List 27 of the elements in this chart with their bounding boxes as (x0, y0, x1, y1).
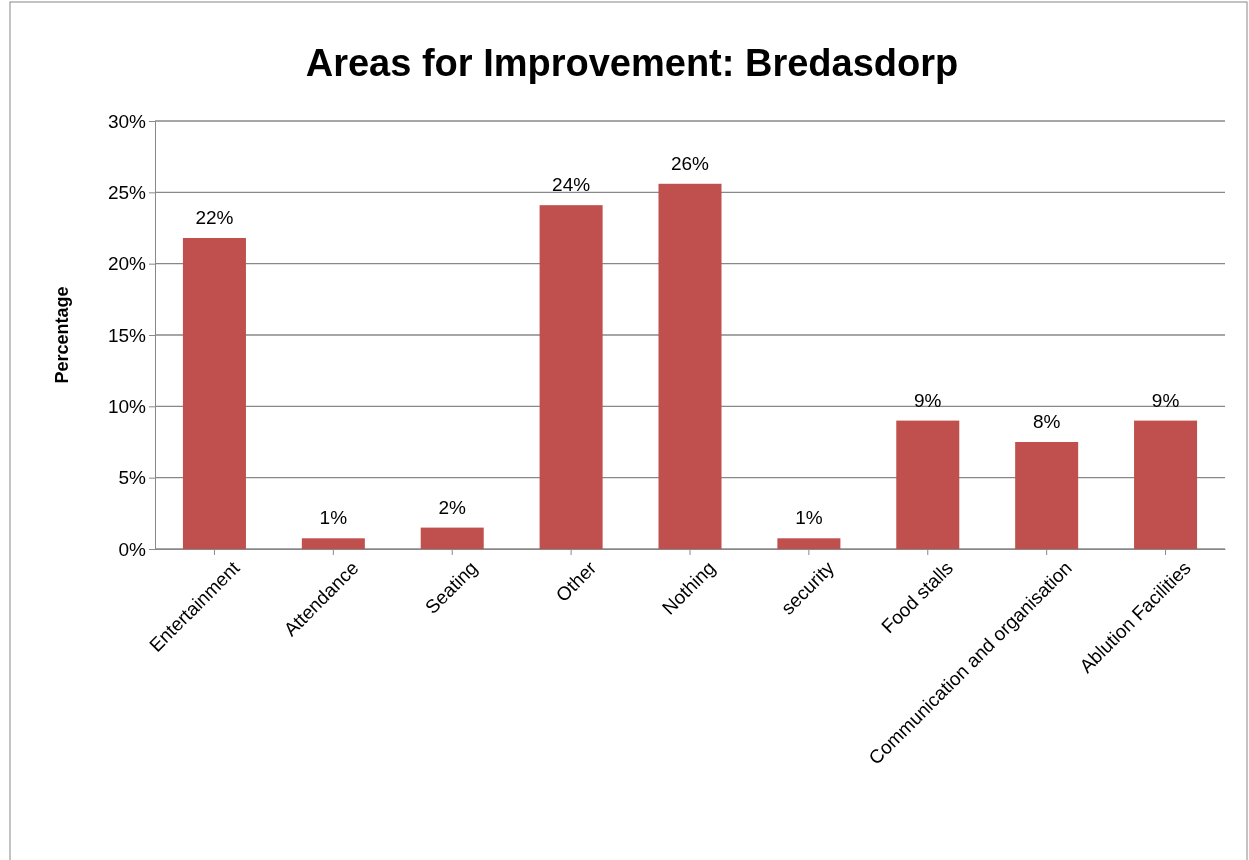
bar (658, 183, 722, 549)
data-label: 1% (319, 507, 348, 529)
y-tick-label: 0% (118, 538, 147, 560)
data-label: 9% (1151, 389, 1180, 411)
bar (182, 237, 246, 549)
data-label: 1% (795, 507, 823, 529)
bar (1015, 442, 1079, 549)
data-label: 24% (552, 174, 591, 196)
bar (301, 538, 365, 549)
data-label: 2% (438, 496, 467, 518)
bar (896, 420, 960, 549)
data-label: 8% (1032, 411, 1061, 432)
y-tick-label: 5% (118, 467, 147, 489)
y-tick-label: 15% (107, 324, 147, 346)
y-tick-label: 25% (107, 181, 147, 203)
bar (539, 205, 603, 549)
y-tick-label: 10% (107, 395, 147, 417)
bar (420, 527, 484, 549)
chart-title: Areas for Improvement: Bredasdorp (305, 42, 959, 84)
bar (1134, 420, 1198, 549)
data-label: 22% (195, 206, 234, 228)
data-label: 9% (914, 389, 942, 411)
bar (777, 538, 841, 549)
y-tick-label: 20% (107, 253, 147, 275)
data-label: 26% (670, 152, 710, 174)
y-tick-label: 30% (107, 110, 147, 132)
y-axis-title: Percentage (52, 286, 72, 384)
